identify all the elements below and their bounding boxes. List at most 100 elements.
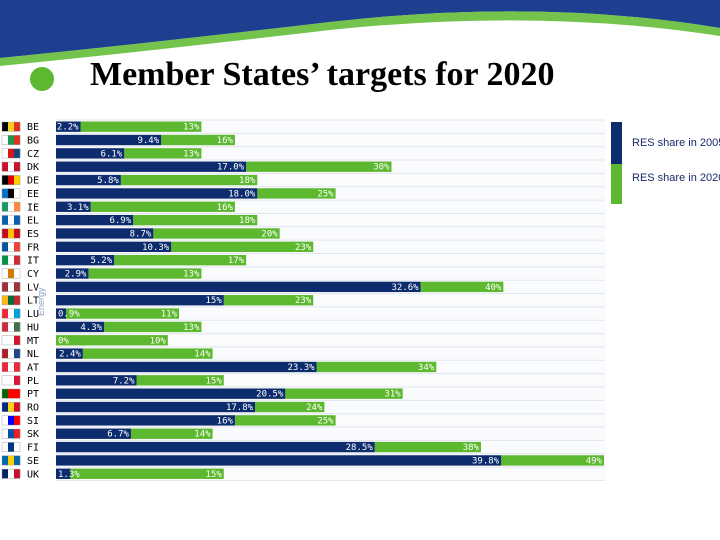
flag-be-icon	[2, 122, 9, 132]
label-2005-hu: 4.3%	[80, 323, 102, 333]
flag-border	[1, 228, 21, 239]
flag-si-icon	[2, 415, 9, 426]
flag-cy-icon	[14, 268, 21, 279]
flag-cz-icon	[14, 148, 21, 159]
label-2020-it: 17%	[228, 256, 245, 266]
flag-border	[1, 135, 21, 145]
bar-2005-es	[56, 228, 154, 239]
bar-2005-bg	[56, 134, 162, 146]
flag-el-icon	[8, 215, 15, 225]
country-code-pt: PT	[27, 389, 39, 400]
label-2005-fi: 28.5%	[346, 443, 374, 453]
flag-dk-icon	[14, 162, 21, 172]
country-code-cy: CY	[27, 269, 39, 280]
flag-border	[1, 188, 21, 199]
flag-el-icon	[2, 215, 9, 225]
flag-sk-icon	[2, 429, 9, 439]
label-2005-bg: 9.4%	[137, 136, 159, 146]
flag-se-icon	[2, 455, 9, 466]
flag-border	[1, 415, 21, 426]
country-code-uk: UK	[27, 469, 39, 480]
flag-border	[1, 121, 21, 132]
flag-bg-icon	[8, 135, 15, 145]
bar-2020-be	[80, 121, 202, 132]
label-2005-be: 2.2%	[57, 123, 79, 133]
country-code-nl: NL	[27, 349, 39, 360]
country-code-it: IT	[27, 256, 39, 267]
label-2005-ee: 18.0%	[228, 189, 256, 199]
label-2020-cy: 13%	[183, 270, 200, 280]
label-2020-cz: 13%	[183, 149, 200, 159]
bar-2020-cz	[124, 148, 202, 159]
flag-border	[1, 388, 21, 399]
label-2020-fi: 38%	[463, 443, 480, 453]
title-bullet-icon	[30, 67, 54, 91]
label-2005-mt: 0%	[58, 336, 69, 346]
country-code-si: SI	[27, 416, 39, 427]
bar-2005-lu	[56, 308, 67, 319]
flag-pt-icon	[14, 389, 21, 399]
header-wave	[0, 0, 720, 67]
bar-2005-hu	[56, 321, 105, 333]
label-2005-el: 6.9%	[109, 216, 131, 226]
bar-2005-lt	[56, 295, 224, 306]
legend-label-2020: RES share in 2020	[632, 172, 720, 184]
flag-ro-icon	[2, 402, 9, 412]
flag-pl-icon	[8, 375, 15, 385]
label-2020-se: 49%	[586, 456, 603, 466]
label-2020-bg: 16%	[217, 136, 234, 146]
flag-bg-icon	[14, 135, 21, 145]
bar-2005-ro	[56, 401, 256, 413]
bar-2020-it	[114, 255, 247, 266]
flag-nl-icon	[8, 348, 15, 359]
bar-2020-ro	[255, 401, 325, 413]
bar-2005-pl	[56, 375, 137, 386]
label-2005-fr: 10.3%	[142, 243, 170, 253]
label-2020-nl: 14%	[194, 350, 211, 360]
label-2005-si: 16%	[217, 416, 234, 426]
flag-cy-icon	[8, 268, 15, 279]
country-code-sk: SK	[27, 429, 39, 440]
bar-2005-ee	[56, 188, 258, 199]
flag-ee-icon	[2, 188, 9, 199]
flag-ie-icon	[8, 202, 15, 212]
flag-mt-icon	[14, 335, 21, 345]
flag-hu-icon	[14, 322, 21, 332]
bar-2005-cy	[56, 268, 89, 279]
flag-it-icon	[14, 255, 21, 265]
flag-border	[1, 455, 21, 466]
page-title: Member States’ targets for 2020	[90, 56, 555, 93]
flag-uk-icon	[8, 469, 15, 479]
flag-border	[1, 255, 21, 266]
bar-2005-it	[56, 255, 115, 266]
flag-border	[1, 175, 21, 185]
label-2020-uk: 15%	[205, 470, 222, 480]
bar-2005-se	[56, 455, 502, 466]
bar-2020-lv	[420, 281, 504, 293]
flag-es-icon	[2, 228, 9, 239]
label-2020-es: 20%	[261, 229, 278, 239]
flag-sk-icon	[14, 429, 21, 439]
flag-border	[1, 161, 21, 172]
flag-ee-icon	[14, 188, 21, 199]
label-2020-lv: 40%	[485, 283, 502, 293]
label-2020-dk: 30%	[373, 163, 390, 173]
flag-lv-icon	[2, 282, 9, 292]
label-2005-ro: 17.8%	[226, 403, 254, 413]
bar-2020-el	[133, 214, 258, 226]
bar-2020-nl	[82, 348, 213, 359]
bar-2005-lv	[56, 281, 421, 293]
flag-border	[1, 335, 21, 346]
label-2020-ro: 24%	[306, 403, 323, 413]
flag-border	[1, 348, 21, 359]
country-code-bg: BG	[27, 136, 39, 147]
bar-2020-at	[316, 361, 437, 373]
bar-2020-dk	[246, 161, 392, 172]
flag-hu-icon	[8, 322, 15, 332]
flag-border	[1, 148, 21, 159]
flag-border	[1, 281, 21, 292]
flag-lu-icon	[2, 308, 9, 319]
flag-it-icon	[8, 255, 15, 265]
bar-2005-cz	[56, 148, 125, 159]
flag-lv-icon	[14, 282, 21, 292]
